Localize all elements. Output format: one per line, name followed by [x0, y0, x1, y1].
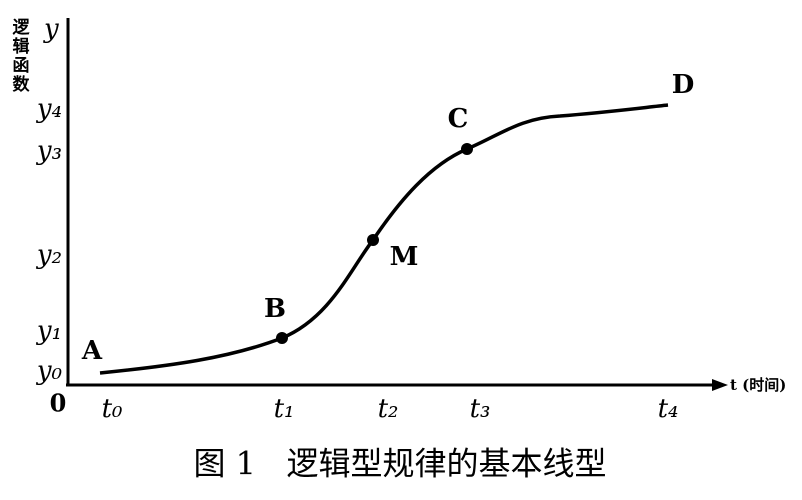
x-axis-title: t (时间): [730, 376, 786, 394]
caption: 图 1 逻辑型规律的基本线型: [193, 445, 606, 483]
point-marker: [461, 143, 473, 155]
point-label: C: [448, 104, 469, 134]
point-label: D: [672, 70, 695, 100]
origin-label: 0: [50, 389, 67, 418]
x-tick-label: t₁: [274, 394, 295, 424]
y-tick-label: y₄: [36, 94, 62, 124]
y-tick-label: y₁: [36, 316, 62, 346]
y-tick-label: y₃: [36, 136, 62, 166]
y-tick-label: y₀: [36, 356, 63, 386]
point-label: B: [264, 294, 286, 324]
point-marker: [367, 234, 379, 246]
y-axis-symbol: y: [43, 14, 59, 44]
y-axis-title: 逻辑函数: [9, 18, 30, 94]
x-tick-label: t₀: [102, 394, 123, 424]
x-tick-label: t₄: [658, 394, 679, 424]
x-tick-label: t₂: [378, 394, 399, 424]
point-label: A: [81, 336, 103, 366]
logistic-curve: [99, 103, 669, 375]
point-label: M: [390, 242, 419, 272]
x-axis-arrow: [712, 379, 728, 391]
y-tick-label: y₂: [36, 240, 62, 270]
point-marker: [276, 332, 288, 344]
x-tick-label: t₃: [470, 394, 491, 424]
